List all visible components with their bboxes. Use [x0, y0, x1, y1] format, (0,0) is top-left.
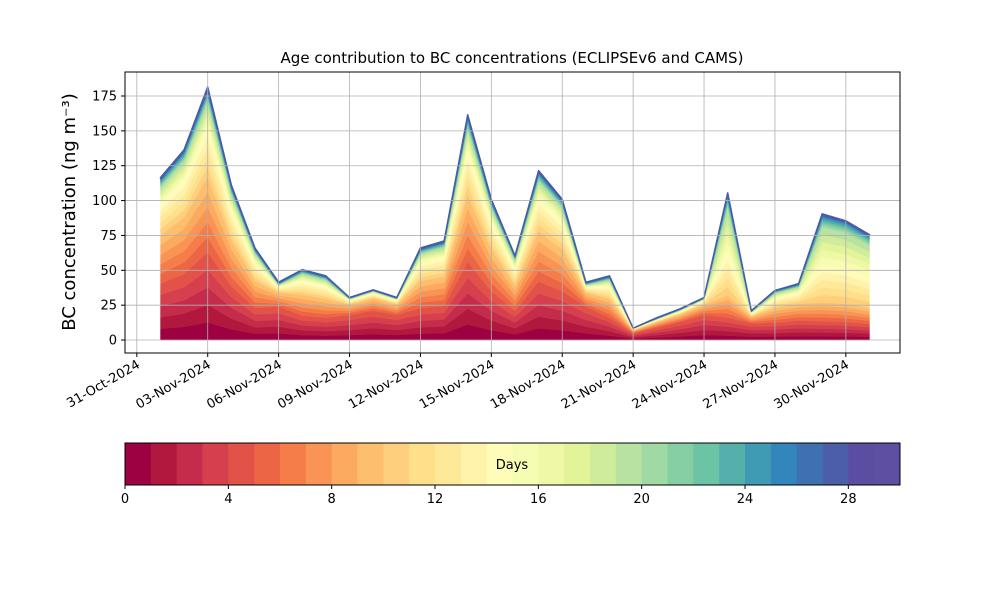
colorbar-tick-label: 20: [633, 492, 650, 507]
x-tick-label: 15-Nov-2024: [417, 357, 497, 412]
y-tick-label: 50: [100, 264, 117, 279]
colorbar-cell: [435, 443, 462, 485]
colorbar-cell: [409, 443, 436, 485]
colorbar-cell: [280, 443, 307, 485]
colorbar-cell: [770, 443, 798, 485]
colorbar-cell: [693, 443, 720, 485]
colorbar-cell: [641, 443, 668, 485]
colorbar-cell: [615, 443, 643, 485]
colorbar-cell: [254, 443, 281, 485]
colorbar-cell: [822, 443, 849, 485]
colorbar-cell: [719, 443, 746, 485]
colorbar-tick-label: 16: [530, 492, 547, 507]
colorbar-cell: [590, 443, 617, 485]
colorbar-tick-label: 0: [121, 492, 129, 507]
colorbar-cell: [564, 443, 591, 485]
colorbar-cell: [745, 443, 772, 485]
colorbar-label: Days: [496, 458, 529, 473]
colorbar-cell: [667, 443, 694, 485]
colorbar-tick-label: 12: [427, 492, 444, 507]
y-tick-label: 150: [92, 124, 117, 139]
colorbar-cell: [228, 443, 255, 485]
x-tick-label: 21-Nov-2024: [559, 357, 639, 412]
colorbar-cell: [538, 443, 565, 485]
colorbar-cell: [512, 443, 539, 485]
colorbar-cell: [874, 443, 901, 485]
y-tick-label: 125: [92, 159, 117, 174]
colorbar-cell: [176, 443, 203, 485]
colorbar-cell: [150, 443, 178, 485]
chart-title: Age contribution to BC concentrations (E…: [281, 49, 744, 67]
colorbar-frame: [124, 442, 901, 486]
x-tick-label: 27-Nov-2024: [701, 357, 781, 412]
colorbar-cell: [486, 443, 513, 485]
colorbar-cell: [202, 443, 229, 485]
x-tick-label: 06-Nov-2024: [204, 357, 284, 412]
colorbar-cell: [796, 443, 823, 485]
y-tick-label: 25: [100, 299, 117, 314]
colorbar-cell: [383, 443, 410, 485]
colorbar-cell: [357, 443, 384, 485]
colorbar-cell: [331, 443, 358, 485]
colorbar-tick-label: 4: [224, 492, 232, 507]
colorbar-cell: [305, 443, 333, 485]
x-tick-label: 31-Oct-2024: [64, 357, 142, 411]
colorbar-cell: [125, 443, 152, 485]
y-tick-label: 0: [109, 334, 117, 349]
x-tick-label: 24-Nov-2024: [630, 357, 710, 412]
colorbar-tick-label: 8: [328, 492, 336, 507]
colorbar-tick-label: 28: [840, 492, 857, 507]
x-tick-label: 09-Nov-2024: [275, 357, 355, 412]
plot-frame: [124, 71, 901, 354]
x-tick-label: 18-Nov-2024: [488, 357, 568, 412]
x-tick-label: 30-Nov-2024: [772, 357, 852, 412]
y-axis-label: BC concentration (ng m⁻³): [59, 93, 80, 331]
colorbar-cell: [848, 443, 875, 485]
y-tick-label: 175: [92, 89, 117, 104]
y-tick-label: 75: [100, 229, 117, 244]
colorbar-cell: [460, 443, 488, 485]
x-tick-label: 12-Nov-2024: [346, 357, 426, 412]
x-tick-label: 03-Nov-2024: [133, 357, 213, 412]
y-tick-label: 100: [92, 194, 117, 209]
colorbar-tick-label: 24: [737, 492, 754, 507]
